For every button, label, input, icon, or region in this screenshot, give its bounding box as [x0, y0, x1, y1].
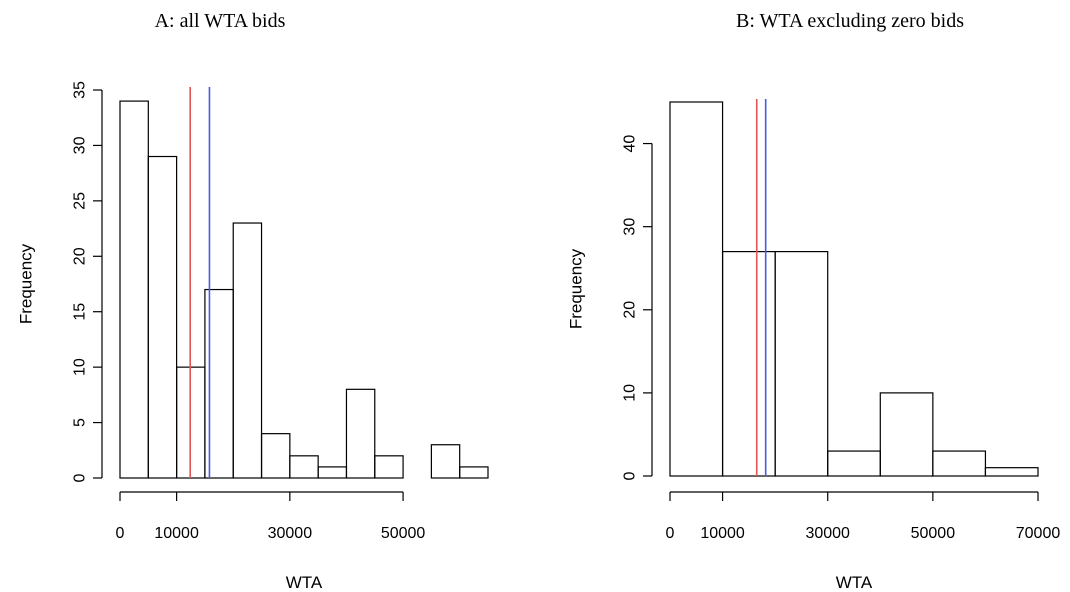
y-axis-b-tick-label-0: 0: [622, 471, 639, 480]
histogram-b-bar-6: [984, 467, 1039, 477]
histogram-b-bar-3: [827, 450, 881, 477]
x-axis-a-title: WTA: [286, 573, 323, 592]
histogram-a-bar-12: [459, 466, 489, 479]
panel-b-title: B: WTA excluding zero bids: [736, 10, 964, 32]
histogram-a-bar-7: [317, 466, 348, 479]
y-axis-a-tick-label-0: 0: [72, 473, 89, 482]
x-axis-b-tick-label-1: 10000: [700, 525, 745, 542]
y-axis-b-tick-label-1: 10: [622, 384, 639, 402]
y-axis-a-tick-label-3: 15: [72, 303, 89, 321]
histogram-b-bar-5: [932, 450, 987, 477]
x-axis-a-tick-label-0: 0: [116, 525, 125, 542]
panel-a-title: A: all WTA bids: [154, 10, 286, 32]
x-axis-a-tick-label-3: 50000: [381, 525, 426, 542]
y-axis-a-tick-label-2: 10: [72, 358, 89, 376]
y-axis-a-tick-label-5: 25: [72, 192, 89, 210]
x-axis-b-tick-label-0: 0: [666, 525, 675, 542]
histogram-a-bar-0: [119, 100, 149, 479]
x-axis-b-tick-label-3: 50000: [911, 525, 956, 542]
histogram-b-bar-4: [879, 392, 934, 477]
histogram-a-bar-11: [430, 444, 461, 479]
y-axis-b-tick-label-4: 40: [622, 135, 639, 153]
y-axis-a-tick-label-1: 5: [72, 418, 89, 427]
x-axis-b-title: WTA: [836, 573, 873, 592]
histogram-b-bar-0: [669, 101, 724, 477]
y-axis-a-title: Frequency: [17, 243, 36, 324]
histogram-b-bar-1: [721, 251, 776, 477]
y-axis-a-tick-label-6: 30: [72, 136, 89, 154]
histogram-a-bar-1: [147, 155, 178, 479]
y-axis-a-tick-label-7: 35: [72, 81, 89, 99]
x-axis-a-tick-label-2: 30000: [268, 525, 313, 542]
y-axis-b-tick-label-3: 30: [622, 218, 639, 236]
y-axis-a-tick-label-4: 20: [72, 247, 89, 265]
histogram-a-bar-6: [289, 455, 319, 479]
histogram-a-bar-5: [260, 433, 291, 479]
x-axis-a-tick-label-1: 10000: [154, 525, 199, 542]
histogram-a-bar-4: [232, 222, 263, 479]
x-axis-b-tick-label-2: 30000: [805, 525, 850, 542]
histogram-b-bar-2: [774, 251, 829, 477]
y-axis-b-tick-label-2: 20: [622, 301, 639, 319]
histogram-a-bar-8: [345, 388, 376, 479]
x-axis-b-tick-label-4: 70000: [1016, 525, 1061, 542]
y-axis-b-title: Frequency: [567, 248, 586, 329]
histogram-a-bar-9: [374, 455, 404, 479]
